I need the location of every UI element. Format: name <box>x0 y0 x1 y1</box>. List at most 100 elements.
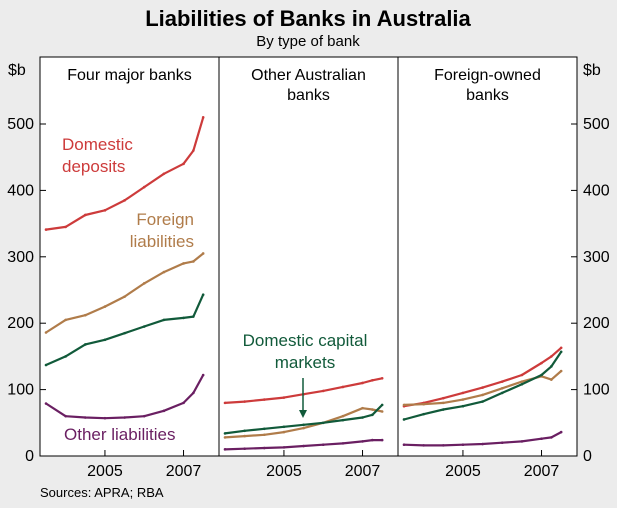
data-point-domestic-capital-markets <box>500 391 504 395</box>
data-point-domestic-deposits <box>182 162 185 166</box>
data-point-foreign-liabilities <box>361 406 364 410</box>
data-point-domestic-deposits <box>243 400 246 403</box>
series-line-other-liabilities <box>403 431 562 447</box>
data-point-domestic-capital-markets <box>64 355 67 358</box>
data-point-domestic-capital-markets <box>83 343 87 346</box>
data-point-domestic-deposits <box>441 396 445 400</box>
data-point-foreign-liabilities <box>282 430 286 434</box>
data-point-domestic-capital-markets <box>123 331 126 335</box>
data-point-other-liabilities <box>461 443 465 447</box>
series-line-domestic-capital-markets <box>45 294 205 367</box>
data-point-foreign-liabilities <box>182 262 185 265</box>
plot-frame <box>39 56 578 457</box>
data-point-domestic-deposits <box>201 116 205 119</box>
data-point-foreign-liabilities <box>441 401 445 405</box>
data-point-other-liabilities <box>192 391 195 395</box>
data-point-foreign-liabilities <box>550 378 553 381</box>
data-point-domestic-capital-markets <box>361 416 364 419</box>
data-point-domestic-deposits <box>500 380 504 383</box>
data-point-domestic-capital-markets <box>223 432 227 435</box>
data-point-foreign-liabilities <box>481 393 484 397</box>
data-point-domestic-capital-markets <box>282 425 286 429</box>
data-point-domestic-capital-markets <box>422 412 425 416</box>
data-point-foreign-liabilities <box>103 305 107 308</box>
data-point-other-liabilities <box>520 440 524 443</box>
data-point-other-liabilities <box>83 416 87 419</box>
annotation-foreign-liabilities: Foreign <box>136 210 194 229</box>
data-point-domestic-capital-markets <box>321 421 325 425</box>
data-point-other-liabilities <box>223 448 227 451</box>
data-point-domestic-deposits <box>481 386 484 389</box>
annotation-domestic-capital-markets: markets <box>275 353 335 372</box>
data-point-domestic-capital-markets <box>103 338 107 342</box>
data-point-domestic-capital-markets <box>540 373 543 377</box>
data-point-other-liabilities <box>380 438 384 442</box>
x-tick-label: 2007 <box>524 463 560 480</box>
y-tick-label-right: 100 <box>583 382 610 399</box>
data-point-foreign-liabilities <box>162 270 166 274</box>
y-unit-right: $b <box>583 62 601 79</box>
data-point-other-liabilities <box>162 409 166 413</box>
data-point-foreign-liabilities <box>500 386 504 390</box>
data-point-foreign-liabilities <box>223 436 227 439</box>
data-point-domestic-capital-markets <box>402 418 406 421</box>
data-point-other-liabilities <box>550 436 553 439</box>
y-tick-label-right: 0 <box>583 448 592 465</box>
data-point-domestic-deposits <box>123 199 126 202</box>
data-point-domestic-deposits <box>321 389 325 393</box>
data-point-other-liabilities <box>182 401 185 405</box>
data-point-foreign-liabilities <box>142 282 146 285</box>
series-line-foreign-liabilities <box>403 370 562 406</box>
annotation-domestic-capital-markets: Domestic capital <box>243 331 368 350</box>
data-point-domestic-capital-markets <box>182 316 185 320</box>
data-point-domestic-deposits <box>162 172 166 176</box>
data-point-other-liabilities <box>321 443 325 447</box>
data-point-foreign-liabilities <box>559 369 563 373</box>
data-point-other-liabilities <box>422 444 425 447</box>
x-tick-label: 2005 <box>87 463 123 480</box>
data-point-domestic-deposits <box>192 149 195 152</box>
y-tick-label-right: 300 <box>583 249 610 266</box>
data-point-domestic-deposits <box>262 398 266 401</box>
series-line-foreign-liabilities <box>224 407 383 439</box>
data-point-domestic-capital-markets <box>441 408 445 411</box>
data-point-domestic-deposits <box>44 228 48 231</box>
data-point-domestic-deposits <box>371 379 374 382</box>
data-point-other-liabilities <box>44 402 48 405</box>
x-tick-label: 2005 <box>266 463 302 480</box>
y-tick-label-left: 400 <box>7 182 34 199</box>
data-point-domestic-capital-markets <box>192 315 195 318</box>
y-tick-label-left: 0 <box>25 448 34 465</box>
data-point-other-liabilities <box>341 442 345 445</box>
y-tick-label-right: 500 <box>583 116 610 133</box>
data-point-domestic-capital-markets <box>371 413 374 417</box>
annotation-foreign-liabilities: liabilities <box>130 232 194 251</box>
series-line-foreign-liabilities <box>45 252 204 334</box>
y-tick-label-right: 400 <box>583 182 610 199</box>
data-point-foreign-liabilities <box>201 252 205 255</box>
panel-title: banks <box>287 87 330 104</box>
data-point-foreign-liabilities <box>380 410 384 413</box>
data-point-domestic-capital-markets <box>550 365 553 368</box>
data-point-foreign-liabilities <box>44 331 48 334</box>
data-point-domestic-deposits <box>341 385 345 389</box>
data-point-other-liabilities <box>243 447 246 450</box>
chart-title: Liabilities of Banks in Australia <box>145 6 471 31</box>
data-point-domestic-capital-markets <box>201 293 205 296</box>
data-point-domestic-deposits <box>380 377 384 380</box>
data-point-other-liabilities <box>103 416 107 420</box>
data-point-domestic-capital-markets <box>481 400 484 403</box>
data-point-other-liabilities <box>441 444 445 447</box>
annotation-domestic-deposits: deposits <box>62 157 125 176</box>
data-point-foreign-liabilities <box>243 434 246 438</box>
data-point-other-liabilities <box>302 444 305 448</box>
series-line-other-liabilities <box>224 439 383 451</box>
data-point-foreign-liabilities <box>520 380 524 383</box>
annotation-arrow-head <box>299 410 307 418</box>
data-point-domestic-capital-markets <box>44 363 48 367</box>
data-point-other-liabilities <box>402 443 406 447</box>
y-tick-label-left: 500 <box>7 116 34 133</box>
data-point-domestic-deposits <box>550 355 553 358</box>
data-point-domestic-deposits <box>223 401 227 405</box>
